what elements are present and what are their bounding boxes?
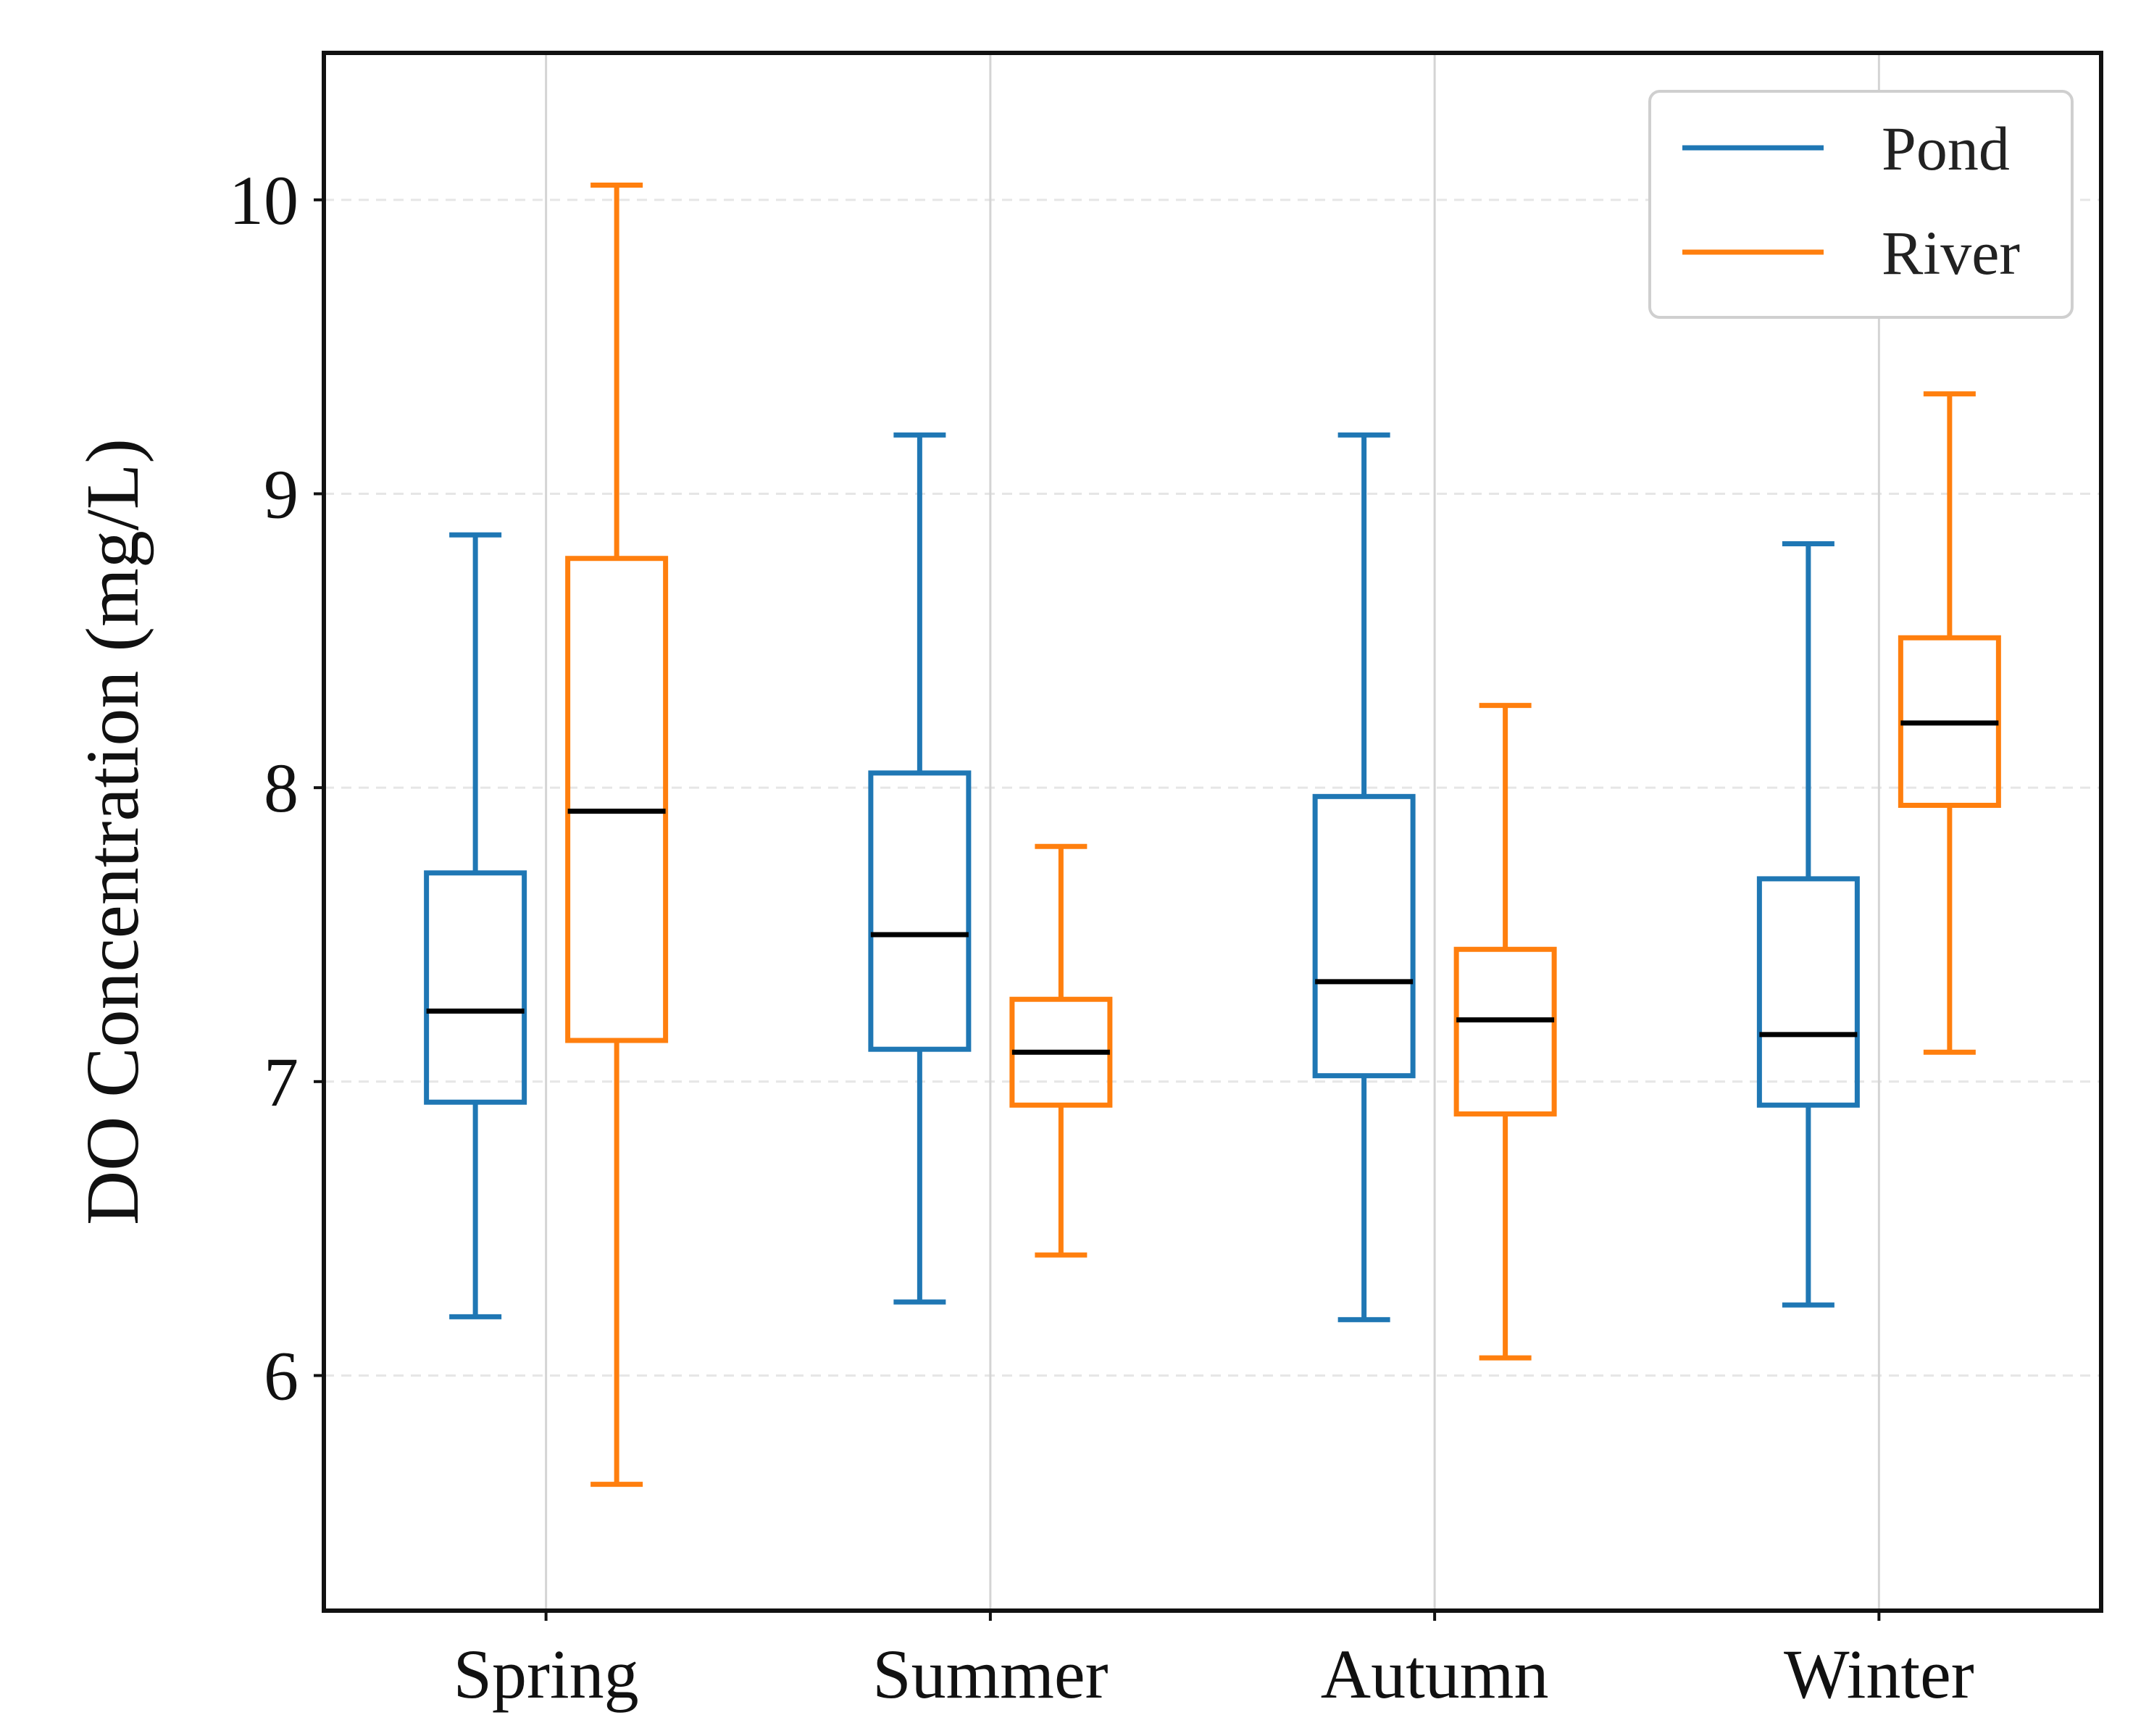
legend-label-pond: Pond: [1882, 114, 2010, 183]
iqr-box: [565, 556, 669, 1043]
x-tick-label: Spring: [454, 1635, 639, 1713]
legend: Pond River: [1648, 90, 2074, 319]
iqr-box: [868, 770, 972, 1052]
boxplot-river-summer: [1009, 843, 1113, 1258]
boxplot-pond-summer: [868, 432, 972, 1305]
boxplot-river-winter: [1898, 391, 2001, 1055]
box-layer: [424, 183, 2001, 1487]
plot-frame: [322, 51, 2103, 1613]
iqr-box: [1756, 876, 1860, 1108]
y-axis-title: DO Concentration (mg/L): [71, 438, 154, 1225]
boxplot-pond-autumn: [1312, 432, 1416, 1322]
y-tick-label: 10: [229, 162, 299, 239]
x-tick-label: Winter: [1784, 1635, 1974, 1713]
x-tick-label: Summer: [872, 1635, 1108, 1713]
boxplot-river-spring: [565, 183, 669, 1487]
tick-layer: 6 7 8 9 10 Spring Summer Autumn Winter: [229, 162, 1974, 1713]
y-tick-label: 6: [264, 1337, 299, 1414]
boxplot-pond-winter: [1756, 541, 1860, 1308]
legend-label-river: River: [1882, 218, 2020, 288]
y-tick-label: 9: [264, 455, 299, 533]
boxplot-river-autumn: [1453, 703, 1557, 1361]
iqr-box: [1453, 946, 1557, 1117]
iqr-box: [1312, 793, 1416, 1079]
iqr-box: [424, 870, 527, 1105]
y-tick-label: 8: [264, 749, 299, 827]
boxplot-pond-spring: [424, 532, 527, 1319]
x-tick-label: Autumn: [1321, 1635, 1549, 1713]
y-tick-label: 7: [264, 1043, 299, 1121]
